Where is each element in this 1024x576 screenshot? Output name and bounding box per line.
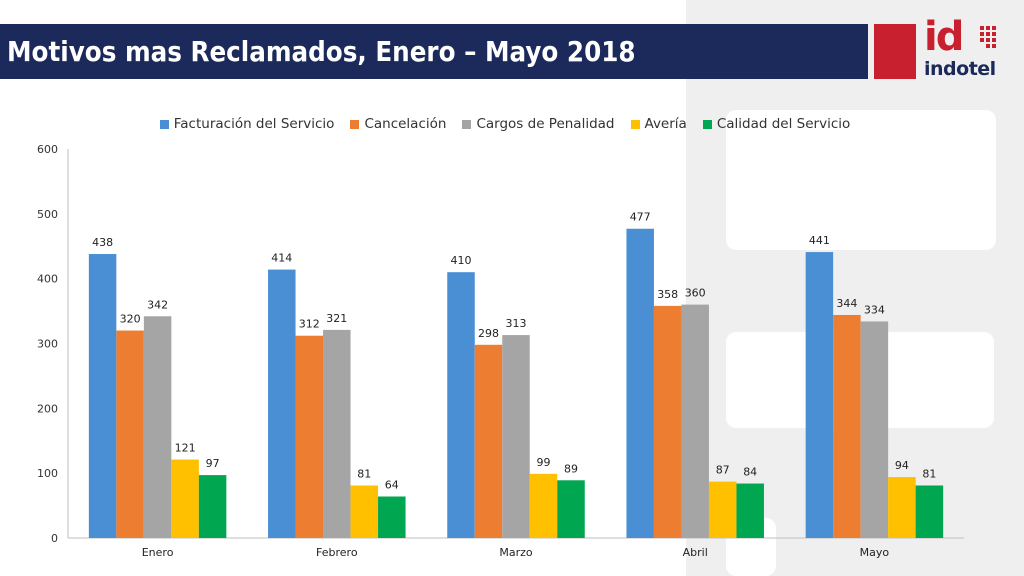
data-label: 94 bbox=[895, 459, 909, 472]
bar bbox=[833, 314, 861, 538]
logo-name: indotel bbox=[924, 58, 996, 80]
y-tick-label: 100 bbox=[37, 467, 58, 480]
y-tick-label: 400 bbox=[37, 273, 58, 286]
bar bbox=[681, 304, 709, 538]
data-label: 334 bbox=[864, 303, 885, 316]
page-title: Motivos mas Reclamados, Enero – Mayo 201… bbox=[7, 35, 636, 68]
logo-dots-icon bbox=[980, 26, 998, 52]
x-tick-label: Abril bbox=[683, 546, 708, 559]
x-tick-label: Mayo bbox=[860, 546, 890, 559]
legend-item: Cargos de Penalidad bbox=[462, 116, 615, 132]
legend-item: Cancelación bbox=[350, 116, 446, 132]
bar bbox=[736, 483, 764, 538]
bar bbox=[350, 485, 379, 538]
data-label: 298 bbox=[478, 327, 499, 340]
bar bbox=[626, 228, 654, 538]
chart-legend: Facturación del Servicio Cancelación Cargo… bbox=[0, 116, 1010, 132]
bar bbox=[447, 272, 475, 538]
legend-swatch bbox=[630, 119, 640, 129]
legend-label: Calidad del Servicio bbox=[716, 116, 851, 132]
title-bar: Motivos mas Reclamados, Enero – Mayo 201… bbox=[0, 24, 868, 79]
legend-label: Cancelación bbox=[364, 116, 447, 132]
bar bbox=[295, 335, 324, 538]
bar bbox=[502, 335, 530, 538]
legend-swatch bbox=[702, 119, 712, 129]
legend-swatch bbox=[350, 119, 360, 129]
logo-red-block bbox=[874, 24, 916, 79]
data-label: 344 bbox=[836, 297, 857, 310]
data-label: 313 bbox=[506, 317, 527, 330]
bar bbox=[198, 475, 227, 538]
legend-item: Facturación del Servicio bbox=[159, 116, 335, 132]
bar bbox=[474, 344, 503, 538]
data-label: 84 bbox=[743, 466, 757, 479]
data-label: 358 bbox=[657, 288, 678, 301]
bar bbox=[557, 480, 585, 538]
legend-label: Cargos de Penalidad bbox=[476, 116, 615, 132]
data-label: 360 bbox=[685, 287, 706, 300]
legend-label: Facturación del Servicio bbox=[173, 116, 335, 132]
background-card bbox=[726, 110, 996, 250]
data-label: 410 bbox=[451, 254, 472, 267]
y-tick-label: 500 bbox=[37, 208, 58, 221]
bar bbox=[88, 254, 117, 538]
x-tick-label: Febrero bbox=[316, 546, 358, 559]
data-label: 312 bbox=[299, 318, 320, 331]
data-label: 87 bbox=[716, 464, 730, 477]
bar bbox=[805, 252, 834, 538]
bar bbox=[529, 473, 558, 538]
data-label: 342 bbox=[147, 298, 168, 311]
bar bbox=[116, 330, 144, 538]
data-label: 81 bbox=[357, 467, 371, 480]
y-tick-label: 200 bbox=[37, 402, 58, 415]
x-tick-label: Marzo bbox=[499, 546, 533, 559]
bar bbox=[268, 269, 296, 538]
y-tick-label: 600 bbox=[37, 143, 58, 156]
data-label: 121 bbox=[175, 442, 196, 455]
data-label: 320 bbox=[120, 313, 141, 326]
legend-swatch bbox=[462, 119, 472, 129]
bar bbox=[708, 481, 737, 538]
bar bbox=[171, 459, 199, 538]
data-label: 321 bbox=[326, 312, 347, 325]
legend-label: Avería bbox=[644, 116, 687, 132]
legend-swatch bbox=[159, 119, 169, 129]
data-label: 477 bbox=[630, 211, 651, 224]
indotel-logo: id indotel bbox=[922, 14, 1002, 84]
bar bbox=[915, 485, 944, 538]
legend-item: Avería bbox=[630, 116, 687, 132]
data-label: 64 bbox=[385, 479, 399, 492]
data-label: 414 bbox=[271, 252, 292, 265]
legend-item: Calidad del Servicio bbox=[702, 116, 851, 132]
data-label: 438 bbox=[92, 236, 113, 249]
x-tick-label: Enero bbox=[142, 546, 174, 559]
data-label: 441 bbox=[809, 234, 830, 247]
bar bbox=[143, 316, 172, 538]
data-label: 81 bbox=[922, 467, 936, 480]
y-tick-label: 0 bbox=[51, 532, 58, 545]
data-label: 97 bbox=[206, 457, 220, 470]
bar bbox=[888, 477, 916, 538]
bar bbox=[378, 496, 406, 538]
data-label: 99 bbox=[537, 456, 551, 469]
data-label: 89 bbox=[564, 462, 578, 475]
bar bbox=[653, 305, 682, 538]
y-tick-label: 300 bbox=[37, 338, 58, 351]
logo-mark: id bbox=[924, 14, 964, 60]
bar bbox=[323, 329, 351, 538]
bar bbox=[860, 321, 889, 538]
